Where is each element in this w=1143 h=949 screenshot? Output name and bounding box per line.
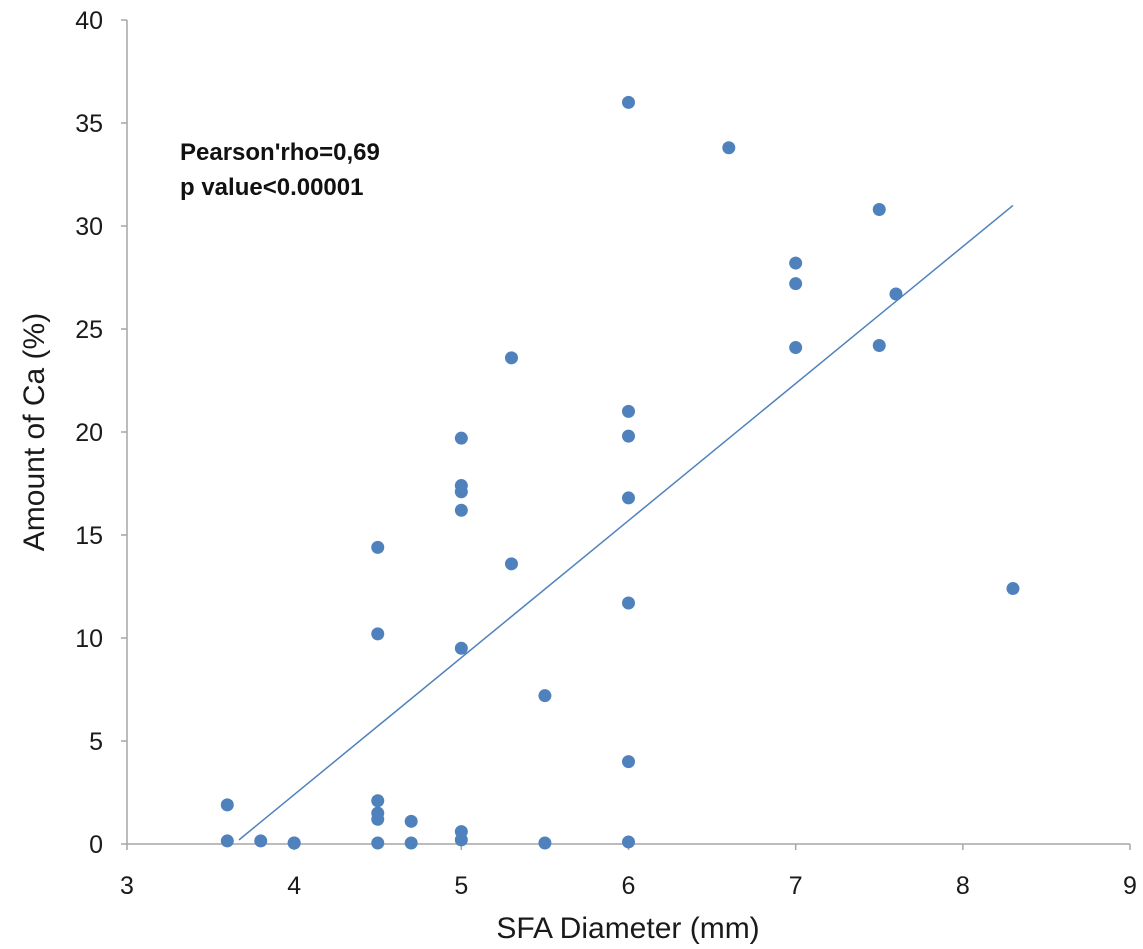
data-point — [454, 833, 468, 847]
y-tick-label: 30 — [75, 213, 103, 241]
data-point — [789, 341, 803, 355]
data-point — [454, 485, 468, 499]
data-point — [371, 627, 385, 641]
data-point — [722, 141, 736, 155]
y-tick-label: 5 — [89, 728, 103, 756]
data-points — [220, 95, 1020, 850]
trendline — [238, 204, 1014, 841]
data-point — [622, 95, 635, 109]
y-tick-label: 0 — [89, 831, 103, 859]
data-point — [889, 287, 903, 301]
pearson-annotation: Pearson'rho=0,69 — [180, 139, 380, 166]
data-point — [404, 814, 418, 828]
data-point — [504, 351, 518, 365]
x-tick-label: 7 — [789, 872, 803, 900]
tick-labels: 3 4 5 6 7 8 9 0 5 10 15 20 25 30 35 40 — [75, 7, 1137, 900]
data-point — [622, 835, 635, 849]
x-tick-label: 6 — [622, 872, 636, 900]
data-point — [254, 834, 268, 848]
data-point — [538, 836, 552, 850]
y-tick-label: 20 — [75, 419, 103, 447]
y-tick-label: 35 — [75, 110, 103, 138]
data-point — [622, 755, 635, 769]
data-point — [454, 431, 468, 445]
data-point — [789, 256, 803, 270]
data-point — [454, 503, 468, 517]
data-point — [872, 338, 886, 352]
y-axis-title: Amount of Ca (%) — [18, 313, 51, 551]
data-point — [789, 277, 803, 291]
data-point — [622, 596, 635, 610]
data-point — [220, 798, 234, 812]
y-tick-label: 15 — [75, 522, 103, 550]
x-tick-label: 8 — [956, 872, 970, 900]
trendline-group — [238, 204, 1014, 841]
x-tick-label: 3 — [120, 872, 134, 900]
data-point — [371, 836, 385, 850]
data-point — [622, 429, 635, 443]
x-tick-label: 9 — [1123, 872, 1137, 900]
data-point — [404, 836, 418, 850]
data-point — [454, 641, 468, 655]
y-tick-label: 25 — [75, 316, 103, 344]
data-point — [371, 812, 385, 826]
y-tick-label: 40 — [75, 7, 103, 35]
data-point — [371, 540, 385, 554]
data-point — [872, 203, 886, 217]
data-point — [622, 404, 635, 418]
y-tick-label: 10 — [75, 625, 103, 653]
data-point — [371, 794, 385, 808]
x-tick-label: 4 — [287, 872, 301, 900]
p-value-annotation: p value<0.00001 — [180, 174, 363, 201]
data-point — [622, 491, 635, 505]
annotations: Pearson'rho=0,69 p value<0.00001 — [180, 139, 380, 201]
data-point — [220, 834, 234, 848]
data-point — [1006, 582, 1020, 596]
x-tick-label: 5 — [454, 872, 468, 900]
data-point — [287, 836, 301, 850]
data-point — [538, 689, 552, 703]
x-axis-title: SFA Diameter (mm) — [496, 912, 759, 945]
data-point — [504, 557, 518, 571]
